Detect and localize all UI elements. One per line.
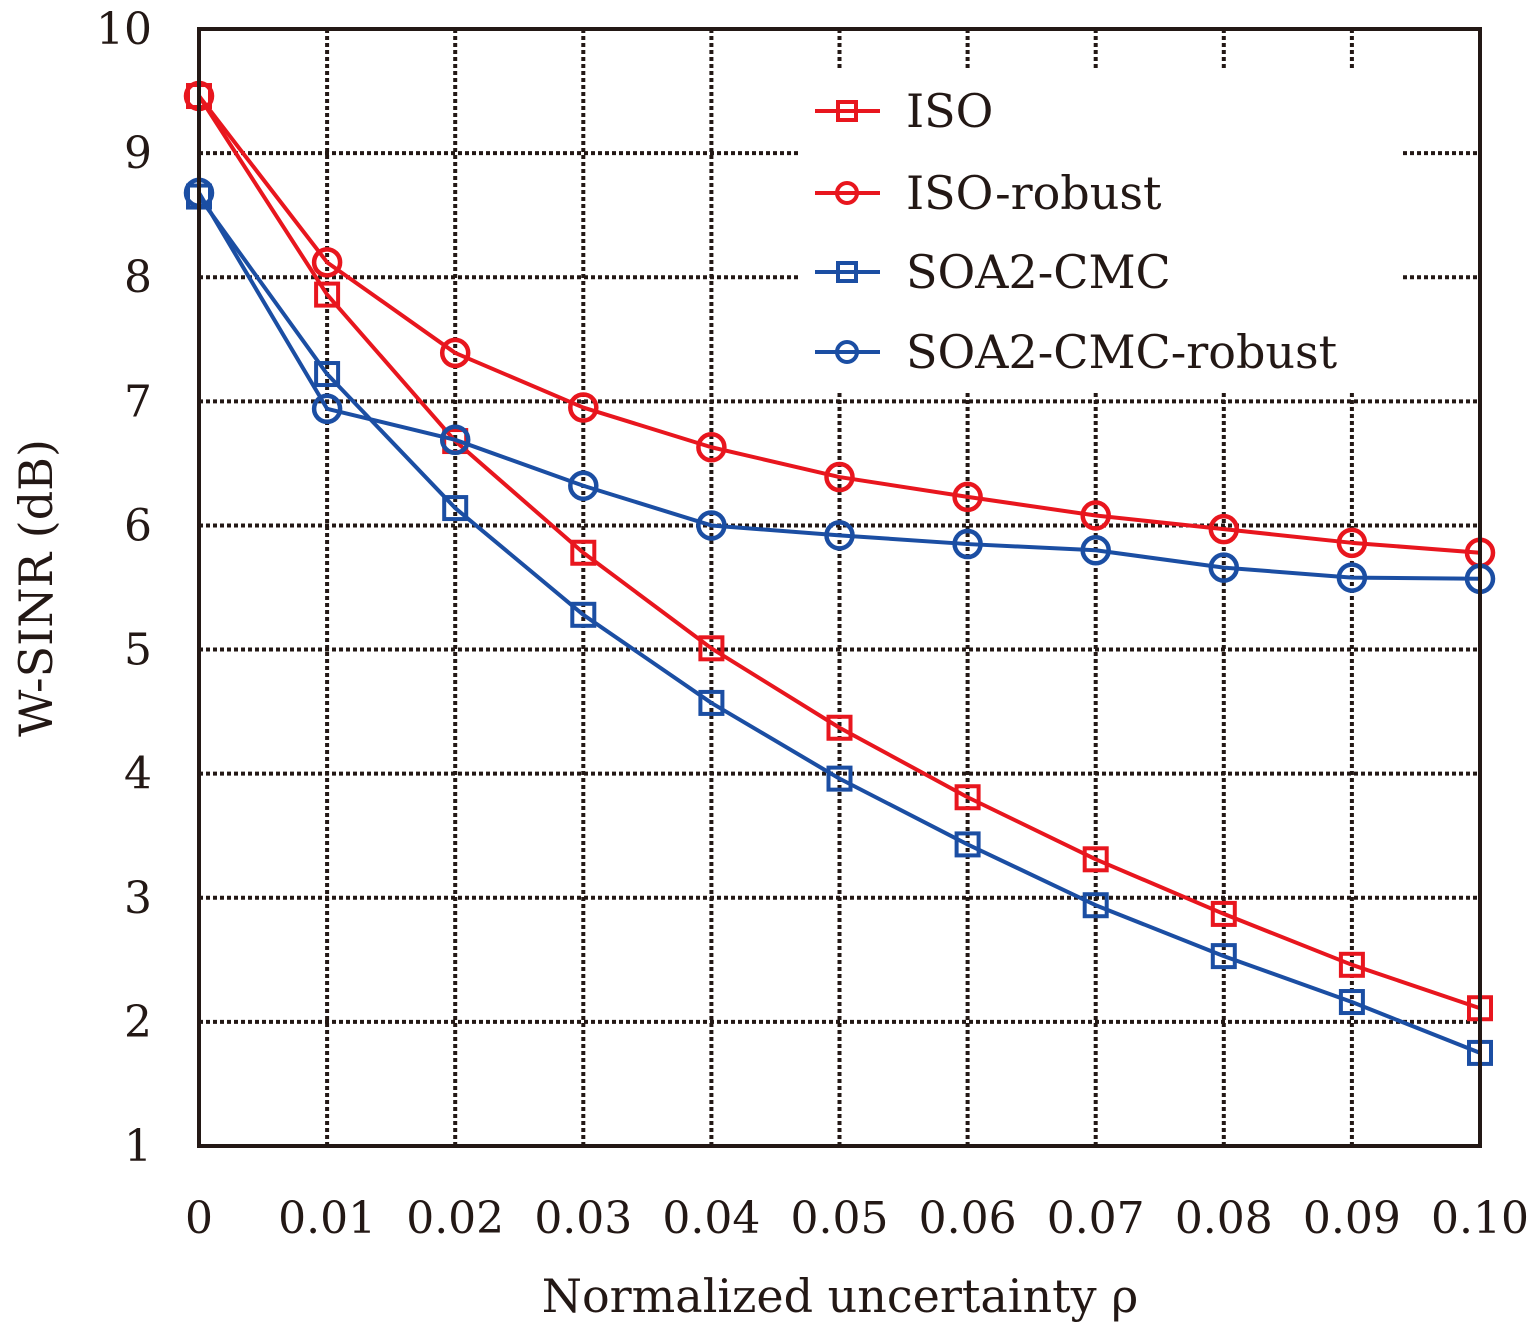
x-tick-label: 0.05	[791, 1193, 889, 1244]
data-point	[1336, 562, 1368, 593]
data-point	[826, 765, 853, 792]
data-point	[568, 392, 599, 423]
y-tick-label: 4	[124, 749, 152, 800]
y-tick-label: 6	[124, 500, 152, 551]
legend-item: SOA2-CMC	[815, 245, 1171, 299]
data-point	[824, 520, 855, 551]
data-point	[954, 831, 981, 858]
data-point	[696, 432, 727, 463]
legend-item: ISO-robust	[815, 166, 1162, 220]
data-point	[1338, 951, 1365, 978]
y-tick-label: 7	[124, 376, 152, 427]
data-point	[1208, 552, 1240, 583]
data-point	[1210, 900, 1237, 927]
y-tick-label: 2	[124, 997, 152, 1048]
legend-label: SOA2-CMC-robust	[906, 325, 1338, 379]
y-tick-label: 9	[124, 128, 152, 179]
data-point	[824, 461, 855, 493]
y-tick-label: 1	[124, 1121, 152, 1172]
data-point	[314, 281, 341, 308]
series-line	[197, 94, 1481, 1011]
grid	[199, 29, 1480, 1146]
data-point	[696, 510, 727, 541]
data-point	[1080, 500, 1111, 531]
data-point	[1082, 846, 1109, 873]
series-iso	[186, 83, 1493, 1022]
legend-box	[800, 70, 1400, 390]
legend-circle-marker-icon	[835, 340, 859, 364]
legend-circle-marker-icon	[835, 181, 859, 205]
x-tick-label: 0.08	[1175, 1193, 1273, 1244]
data-point	[1210, 943, 1237, 970]
x-tick-label: 0.02	[406, 1193, 504, 1244]
x-tick-label: 0	[185, 1193, 213, 1244]
data-point	[568, 470, 599, 501]
data-point	[952, 528, 983, 560]
y-tick-label: 3	[124, 873, 152, 924]
data-point	[826, 714, 853, 741]
x-tick-labels: 0 0.01 0.02 0.03 0.04 0.05 0.06 0.07 0.08 0.09 0.1…	[185, 1193, 1529, 1244]
data-point	[570, 539, 597, 566]
legend-label: SOA2-CMC	[906, 245, 1171, 299]
data-point	[311, 393, 343, 425]
data-point	[1208, 513, 1240, 545]
data-point	[952, 481, 983, 513]
x-axis-label: Normalized uncertainty ρ	[542, 1269, 1139, 1323]
series-line	[197, 191, 1481, 581]
data-point	[698, 635, 725, 662]
x-tick-label: 0.06	[919, 1193, 1017, 1244]
data-point	[311, 247, 343, 278]
x-tick-label: 0.01	[278, 1193, 376, 1244]
series-layer	[183, 80, 1496, 1066]
data-point	[439, 337, 471, 369]
legend-item: ISO	[815, 84, 993, 138]
data-point	[1082, 892, 1109, 919]
y-tick-label: 5	[124, 625, 152, 676]
legend-label: ISO	[906, 84, 993, 138]
legend-square-marker-icon	[836, 100, 858, 122]
data-point	[439, 424, 471, 456]
plot-frame	[197, 27, 1482, 1148]
x-tick-label: 0.09	[1303, 1193, 1401, 1244]
data-point	[570, 601, 597, 628]
legend: ISO ISO-robust SOA2-CMC SOA2-CMC-robust	[800, 70, 1400, 390]
data-point	[954, 784, 981, 811]
y-tick-labels: 1 2 3 4 5 6 7 8 9 10	[96, 4, 152, 1172]
data-point	[698, 689, 725, 716]
x-tick-label: 0.07	[1047, 1193, 1145, 1244]
y-axis-label: W-SINR (dB)	[9, 439, 63, 737]
data-point	[1338, 989, 1365, 1016]
x-tick-label: 0.10	[1431, 1193, 1529, 1244]
series-line	[197, 94, 1481, 555]
x-tick-label: 0.03	[534, 1193, 632, 1244]
legend-square-marker-icon	[836, 261, 858, 283]
data-point	[314, 361, 341, 388]
data-point	[1336, 527, 1368, 559]
data-point	[442, 495, 469, 522]
y-tick-label: 8	[124, 252, 152, 303]
x-tick-label: 0.04	[662, 1193, 760, 1244]
legend-label: ISO-robust	[906, 166, 1162, 220]
legend-item: SOA2-CMC-robust	[815, 325, 1338, 379]
series-line	[197, 195, 1481, 1055]
y-tick-label: 10	[96, 4, 152, 55]
data-point	[1080, 535, 1111, 566]
